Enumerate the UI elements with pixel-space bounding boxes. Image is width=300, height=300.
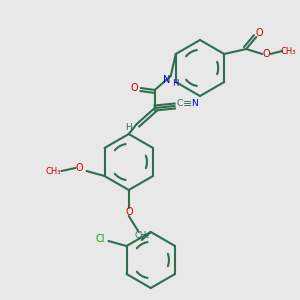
Text: CH₃: CH₃ [46, 167, 61, 176]
Text: O: O [126, 207, 134, 217]
Text: O: O [76, 163, 83, 173]
Text: CH₂: CH₂ [134, 230, 149, 239]
Text: C: C [177, 100, 183, 109]
Text: N: N [191, 100, 198, 109]
Text: O: O [255, 28, 263, 38]
Text: O: O [262, 49, 270, 59]
Text: H: H [172, 79, 179, 88]
Text: N: N [163, 75, 170, 85]
Text: H: H [125, 122, 132, 131]
Text: ≡: ≡ [183, 99, 192, 109]
Text: CH₃: CH₃ [280, 46, 296, 56]
Text: Cl: Cl [96, 234, 105, 244]
Text: O: O [131, 83, 139, 93]
